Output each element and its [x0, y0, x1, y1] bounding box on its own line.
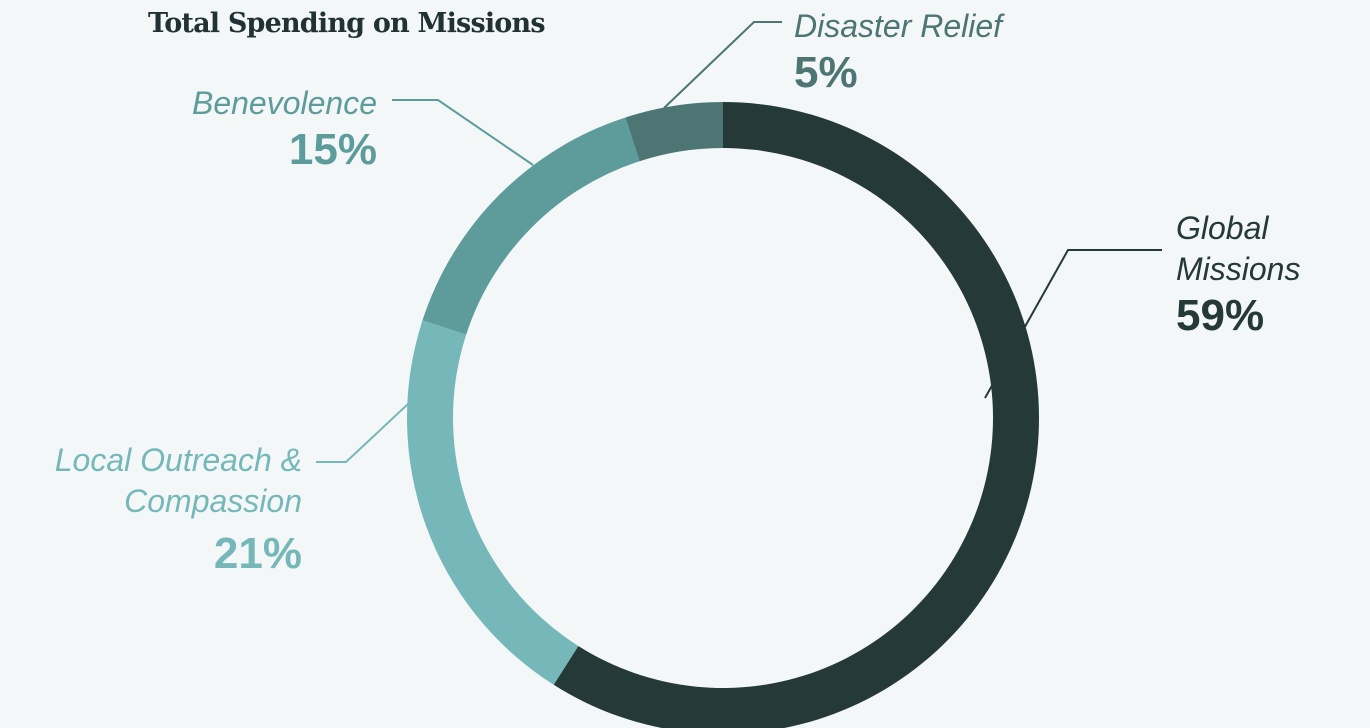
label-value-disaster-relief: 5%: [794, 48, 858, 97]
slice-global-missions: [553, 102, 1039, 728]
label-name-benevolence: Benevolence: [191, 85, 377, 121]
slice-benevolence: [422, 117, 640, 335]
label-value-local-outreach: 21%: [213, 529, 302, 578]
label-name-disaster-relief: Disaster Relief: [794, 8, 1003, 44]
slice-disaster-relief: [625, 102, 723, 162]
label-local-outreach: Local Outreach & Compassion 21%: [10, 440, 302, 580]
slice-local-outreach-and-compassion: [407, 320, 579, 685]
label-value-global-missions: 59%: [1176, 291, 1265, 340]
leader-global-missions: [984, 249, 1162, 399]
label-name-global-missions: Global Missions: [1176, 210, 1301, 287]
label-value-benevolence: 15%: [288, 125, 377, 174]
chart-title: Total Spending on Missions: [148, 8, 546, 39]
label-benevolence: Benevolence 15%: [100, 83, 377, 176]
label-disaster-relief: Disaster Relief 5%: [794, 6, 1074, 99]
leader-disaster-relief: [663, 21, 782, 109]
label-global-missions: Global Missions 59%: [1176, 208, 1356, 342]
label-name-local-outreach: Local Outreach & Compassion: [54, 442, 302, 519]
leader-local-outreach: [316, 403, 409, 463]
leader-benevolence: [392, 99, 534, 166]
